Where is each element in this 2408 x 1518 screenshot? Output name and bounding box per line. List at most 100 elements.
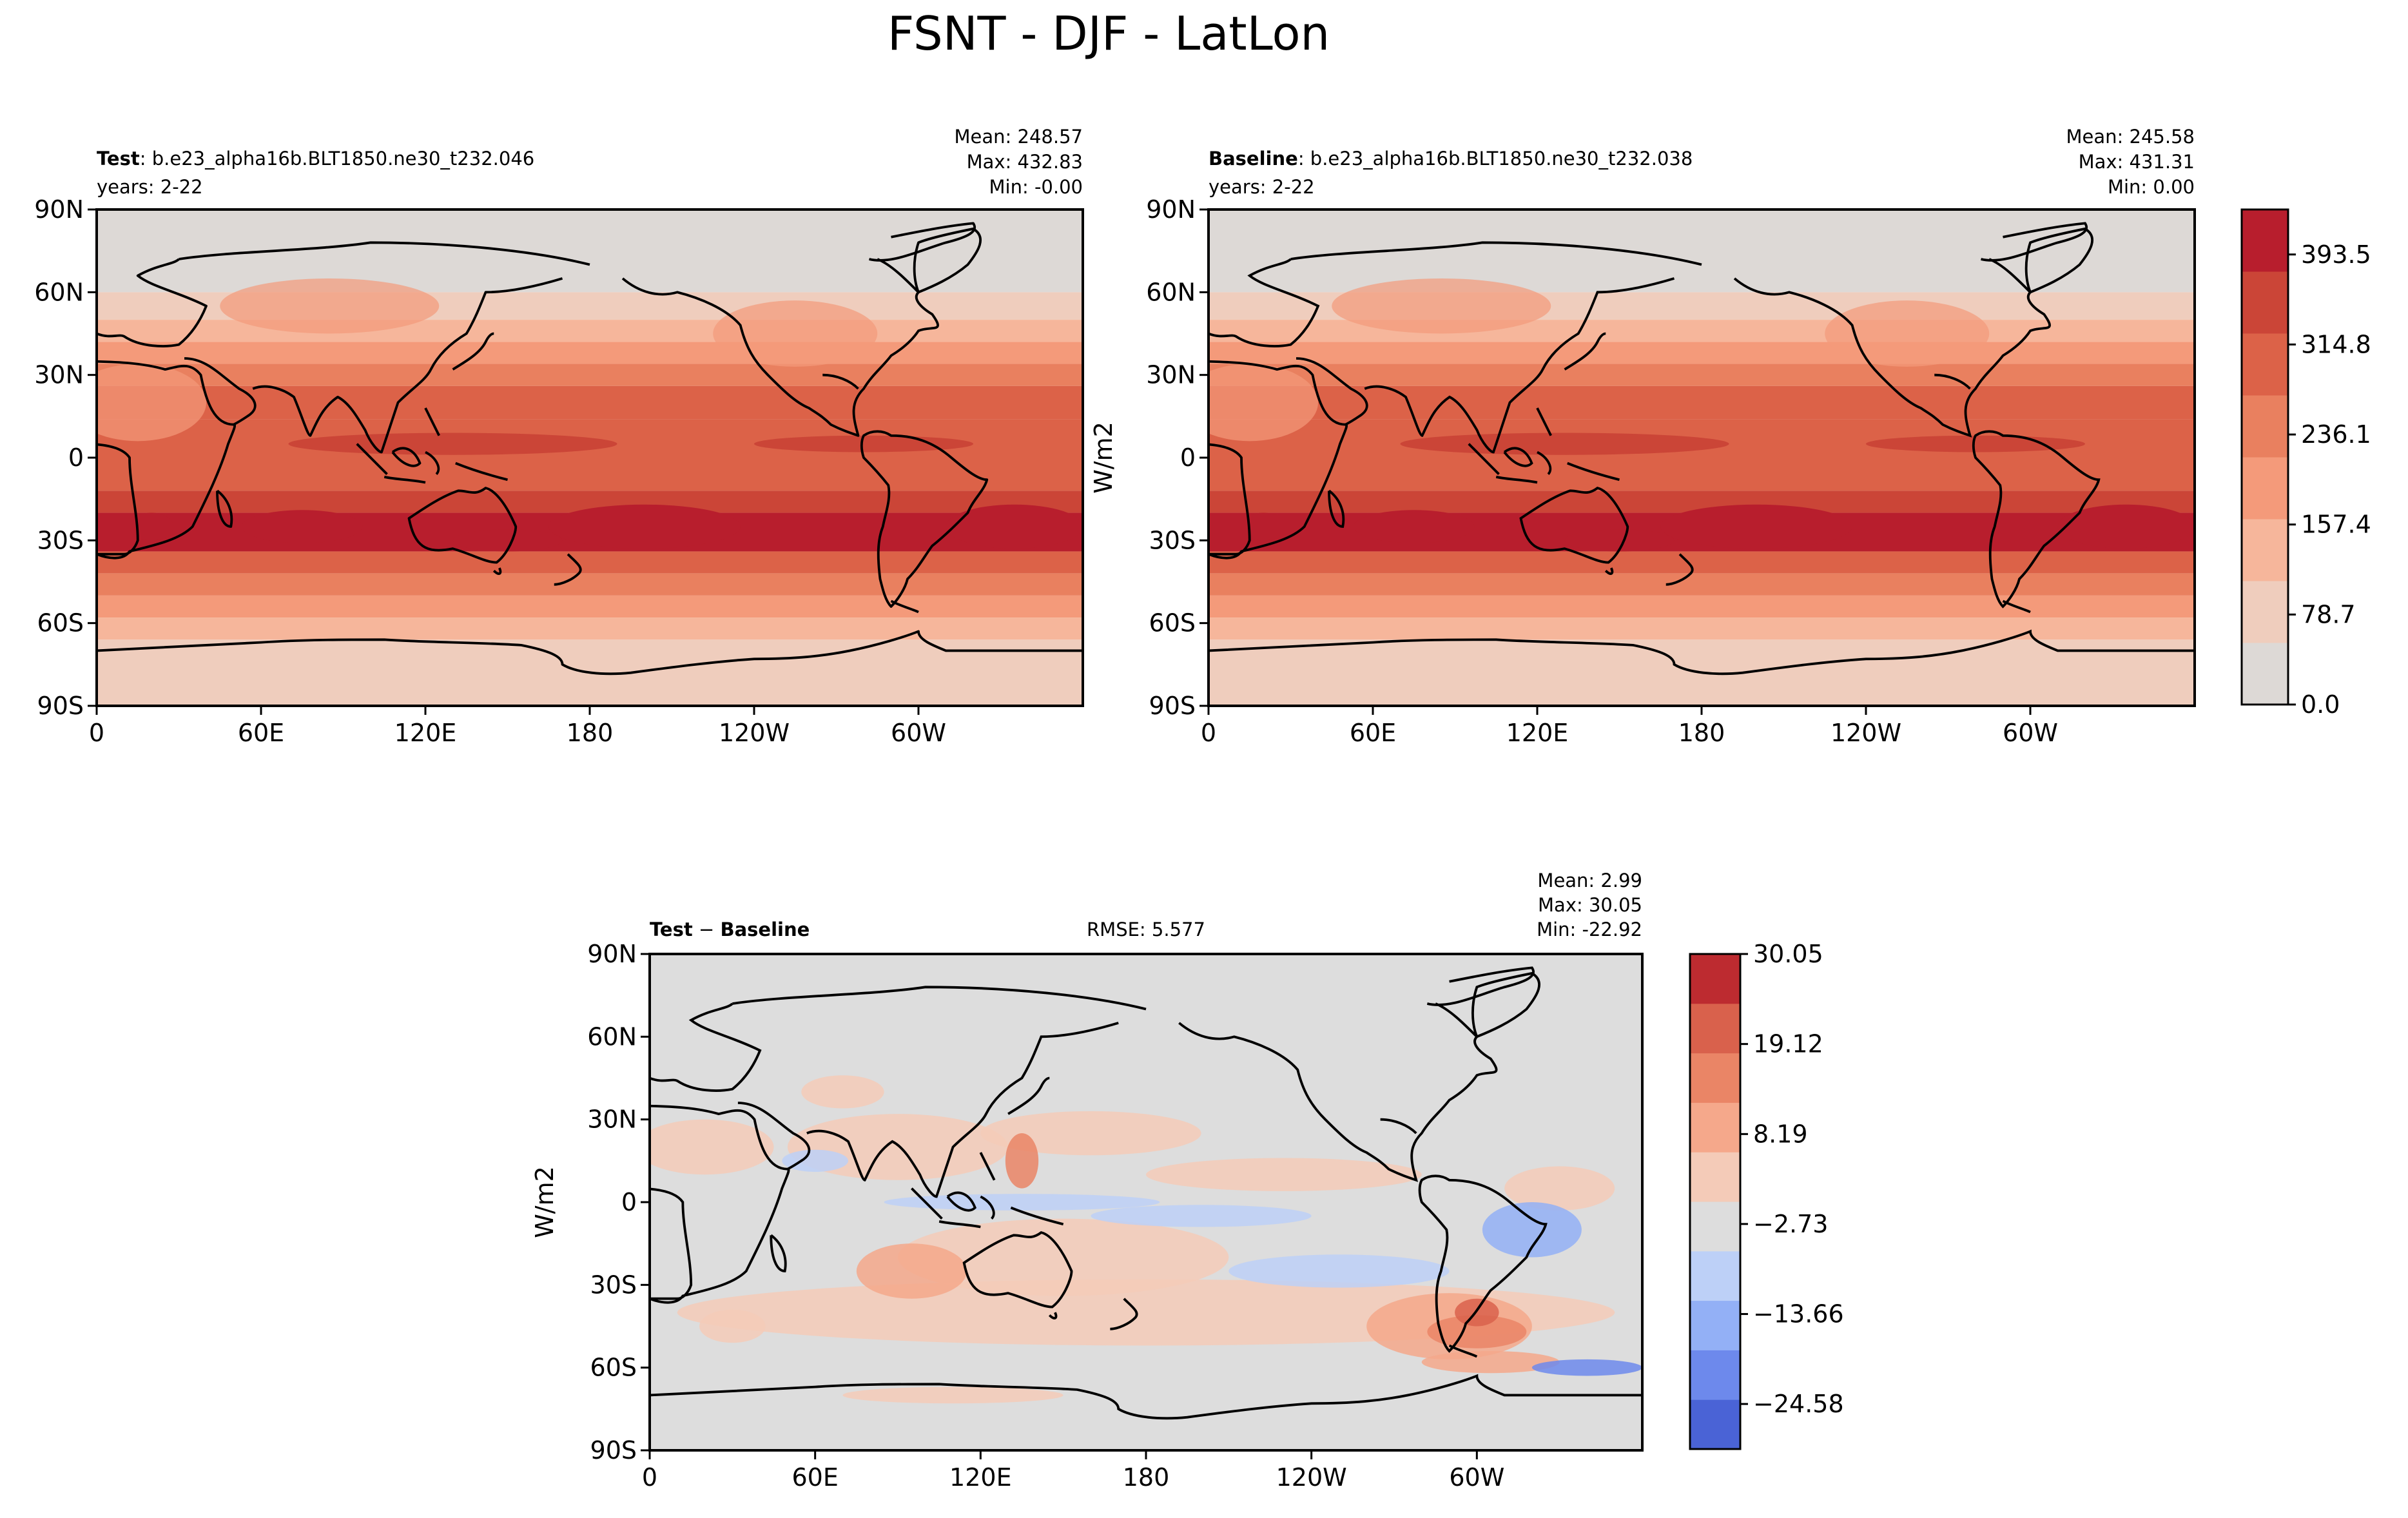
field-hotspot	[452, 529, 563, 552]
lat-tick-label: 60S	[590, 1354, 637, 1382]
field-band	[1209, 419, 2195, 491]
field-hotspot	[1564, 529, 1675, 552]
colorbar-tick-label: 236.1	[2301, 420, 2371, 449]
field-band	[1209, 209, 2195, 293]
field-hotspot	[1241, 512, 1285, 541]
diff-rmse: RMSE: 5.577	[1087, 919, 1205, 940]
colorbar-tick-label: 393.5	[2301, 240, 2371, 269]
field-hotspot	[2057, 504, 2195, 549]
diff-patches	[650, 1075, 1642, 1404]
baseline-panel: 90N 60N 30N 0 30S 60S 90S 0 60E 120E 180 120W 60W B…	[1089, 126, 2196, 747]
lon-tick-label: 180	[1123, 1463, 1170, 1492]
lon-tick-label: 60W	[2003, 719, 2058, 747]
field-hotspot	[946, 504, 1083, 549]
field-band	[1209, 551, 2195, 574]
lat-tick-label: 30S	[37, 526, 84, 554]
diff-patch	[1228, 1254, 1450, 1288]
field-band	[1209, 573, 2195, 596]
lon-tick-label: 120W	[1830, 719, 1901, 747]
colorbar-cell	[2242, 333, 2288, 396]
lat-tick-label: 0	[1180, 443, 1196, 472]
field-hotspot	[549, 504, 741, 549]
colorbar-tick-label: −13.66	[1753, 1300, 1844, 1328]
baseline-units: W/m2	[1089, 422, 1118, 494]
field-colorbar-frame	[2240, 208, 2289, 706]
diff-colorbar-ticks: 30.05 19.12 8.19 −2.73 −13.66 −24.58	[1740, 940, 1844, 1418]
lon-tick-label: 60E	[791, 1463, 838, 1492]
diff-label: Test − Baseline	[650, 919, 810, 940]
lon-tick-label: 60E	[1350, 719, 1396, 747]
colorbar-cell	[1690, 1300, 1740, 1350]
field-band	[1209, 342, 2195, 364]
diff-patch	[1427, 1315, 1527, 1348]
diff-patch	[884, 1194, 1160, 1211]
test-lat-ticks: 90N 60N 30N 0 30S 60S 90S	[34, 195, 97, 720]
field-band	[97, 551, 1083, 574]
diff-lat-ticks: 90N 60N 30N 0 30S 60S 90S	[587, 940, 650, 1464]
field-band	[1209, 618, 2195, 640]
colorbar-cell	[1690, 1250, 1740, 1301]
field-hotspot	[1354, 510, 1475, 543]
diff-patch	[898, 1218, 1229, 1296]
lat-tick-label: 30N	[587, 1105, 637, 1134]
colorbar-tick-label: 8.19	[1753, 1120, 1808, 1148]
land-anomaly	[713, 300, 878, 367]
diff-colorbar: 30.05 19.12 8.19 −2.73 −13.66 −24.58	[1689, 940, 1844, 1450]
lat-tick-label: 0	[621, 1188, 637, 1216]
lat-tick-label: 90S	[590, 1436, 637, 1464]
colorbar-cell	[2242, 271, 2288, 334]
field-hotspot	[1660, 504, 1852, 549]
field-band	[97, 419, 1083, 491]
land-anomaly	[1332, 278, 1551, 334]
lon-tick-label: 180	[1678, 719, 1725, 747]
diff-max: Max: 30.05	[1538, 894, 1642, 916]
lon-tick-label: 120W	[1276, 1463, 1347, 1492]
field-band	[97, 385, 1083, 420]
lat-tick-label: 60S	[1149, 609, 1196, 637]
baseline-max: Max: 431.31	[2079, 151, 2195, 173]
diff-panel: 90N 60N 30N 0 30S 60S 90S 0 60E 120E 180 120W 60W T…	[530, 870, 1644, 1492]
diff-units: W/m2	[530, 1166, 559, 1238]
lat-tick-label: 90S	[1149, 692, 1196, 720]
diff-colorbar-cells	[1690, 954, 1740, 1450]
colorbar-cell	[2242, 209, 2288, 272]
colorbar-cell	[2242, 519, 2288, 581]
baseline-lat-ticks: 90N 60N 30N 0 30S 60S 90S	[1146, 195, 1209, 720]
field-hotspot	[242, 510, 363, 543]
diff-patch	[1531, 1359, 1642, 1376]
field-band	[97, 209, 1083, 293]
colorbar-cell	[1690, 1003, 1740, 1054]
field-band	[1209, 595, 2195, 618]
lon-tick-label: 60W	[891, 719, 946, 747]
lon-tick-label: 120E	[1506, 719, 1569, 747]
diff-min: Min: -22.92	[1537, 919, 1642, 940]
field-band	[97, 595, 1083, 618]
colorbar-cell	[2242, 581, 2288, 643]
lat-tick-label: 0	[68, 443, 84, 472]
diff-patch	[980, 1111, 1201, 1156]
baseline-mean: Mean: 245.58	[2066, 126, 2195, 148]
test-panel: 90N 60N 30N 0 30S 60S 90S 0 60E 120E 180 120W 60W T…	[34, 126, 1084, 747]
land-anomaly	[1209, 364, 1318, 442]
diff-patch	[650, 1119, 774, 1175]
diff-patch	[1504, 1166, 1615, 1211]
colorbar-cell	[2242, 395, 2288, 458]
baseline-label: Baseline: b.e23_alpha16b.BLT1850.ne30_t2…	[1209, 148, 1693, 170]
colorbar-tick-label: 0.0	[2301, 690, 2340, 719]
diff-patch	[1482, 1202, 1582, 1258]
lon-tick-label: 0	[89, 719, 104, 747]
colorbar-tick-label: 314.8	[2301, 330, 2371, 358]
field-band	[97, 364, 1083, 386]
colorbar-tick-label: 30.05	[1753, 940, 1823, 968]
diff-patch	[856, 1243, 967, 1299]
colorbar-tick-label: 157.4	[2301, 511, 2371, 539]
field-band	[97, 342, 1083, 364]
test-years: years: 2-22	[97, 176, 203, 198]
field-band	[97, 618, 1083, 640]
diff-patch	[1005, 1133, 1039, 1189]
lon-tick-label: 0	[642, 1463, 657, 1492]
field-colorbar: 393.5 314.8 236.1 157.4 78.7 0.0	[2240, 208, 2371, 719]
colorbar-cell	[2242, 643, 2288, 705]
baseline-min: Min: 0.00	[2108, 176, 2195, 198]
